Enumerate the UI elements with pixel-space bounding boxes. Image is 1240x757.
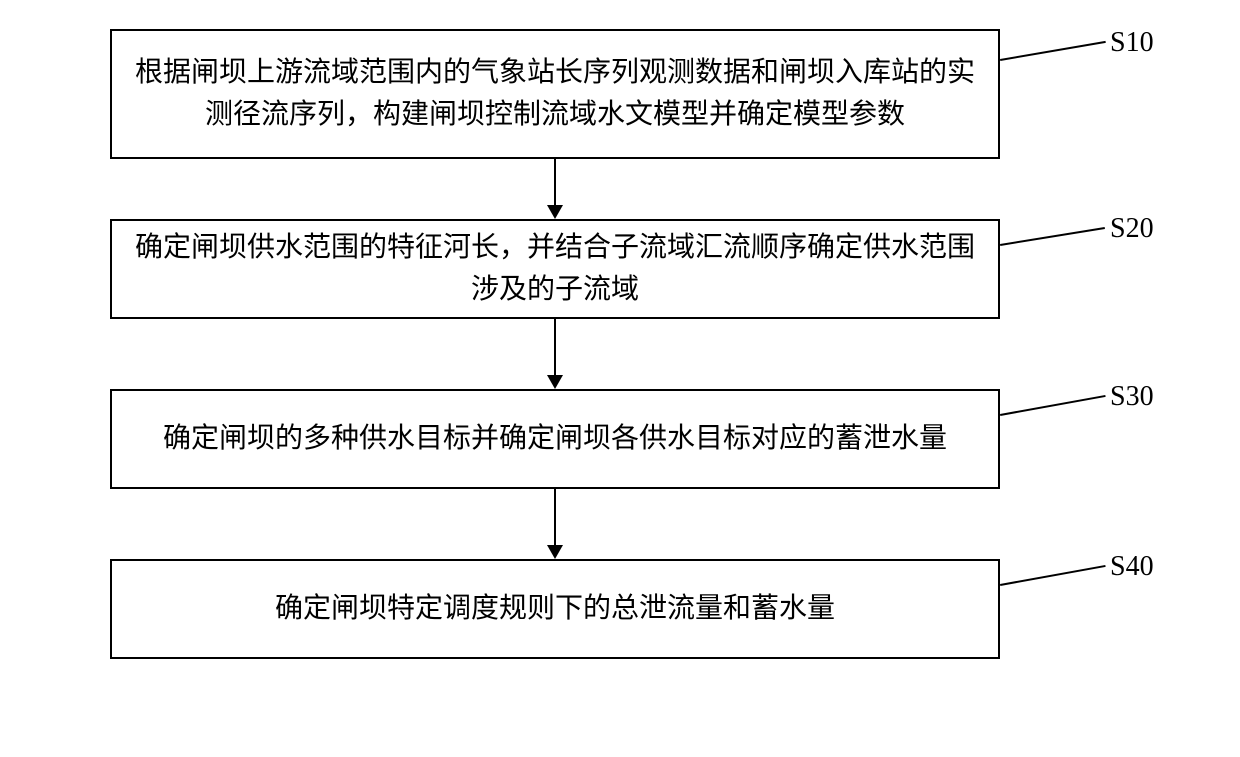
- flowchart-container: 根据闸坝上游流域范围内的气象站长序列观测数据和闸坝入库站的实测径流序列，构建闸坝…: [70, 19, 1170, 739]
- arrow-shaft: [554, 159, 556, 205]
- step-box-s20: 确定闸坝供水范围的特征河长，并结合子流域汇流顺序确定供水范围涉及的子流域: [110, 219, 1000, 319]
- arrow-head-icon: [547, 375, 563, 389]
- arrow-head-icon: [547, 545, 563, 559]
- step-text: 确定闸坝供水范围的特征河长，并结合子流域汇流顺序确定供水范围涉及的子流域: [132, 227, 978, 311]
- step-text: 确定闸坝的多种供水目标并确定闸坝各供水目标对应的蓄泄水量: [163, 418, 947, 460]
- step-text: 根据闸坝上游流域范围内的气象站长序列观测数据和闸坝入库站的实测径流序列，构建闸坝…: [132, 52, 978, 136]
- step-label-s30: S30: [1110, 381, 1154, 413]
- step-box-s40: 确定闸坝特定调度规则下的总泄流量和蓄水量: [110, 559, 1000, 659]
- step-box-s10: 根据闸坝上游流域范围内的气象站长序列观测数据和闸坝入库站的实测径流序列，构建闸坝…: [110, 29, 1000, 159]
- arrow-s30-s40: [547, 489, 563, 559]
- arrow-shaft: [554, 489, 556, 545]
- step-label-text: S30: [1110, 381, 1154, 412]
- step-text: 确定闸坝特定调度规则下的总泄流量和蓄水量: [275, 588, 835, 630]
- connector-line-s20: [1000, 227, 1105, 246]
- connector-line-s40: [1000, 565, 1105, 586]
- step-label-text: S20: [1110, 213, 1154, 244]
- arrow-shaft: [554, 319, 556, 375]
- step-box-s30: 确定闸坝的多种供水目标并确定闸坝各供水目标对应的蓄泄水量: [110, 389, 1000, 489]
- step-label-text: S10: [1110, 27, 1154, 58]
- arrow-head-icon: [547, 205, 563, 219]
- connector-line-s30: [1000, 395, 1105, 416]
- step-label-s40: S40: [1110, 551, 1154, 583]
- arrow-s20-s30: [547, 319, 563, 389]
- step-label-s20: S20: [1110, 213, 1154, 245]
- step-label-s10: S10: [1110, 27, 1154, 59]
- step-label-text: S40: [1110, 551, 1154, 582]
- connector-line-s10: [1000, 41, 1105, 61]
- arrow-s10-s20: [547, 159, 563, 219]
